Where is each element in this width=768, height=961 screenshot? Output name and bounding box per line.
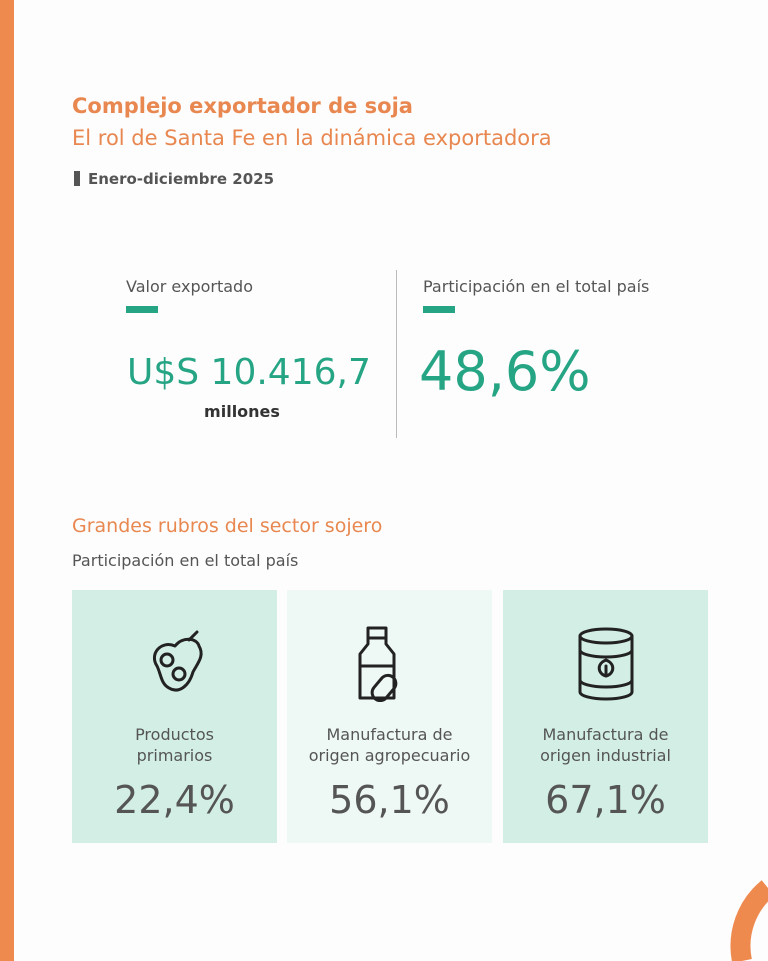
- card-label: Manufactura de origen industrial: [503, 724, 708, 766]
- section-title: Grandes rubros del sector sojero: [72, 515, 383, 537]
- card-label: Manufactura de origen agropecuario: [287, 724, 492, 766]
- subtitle: El rol de Santa Fe en la dinámica export…: [72, 126, 552, 150]
- section-subtitle: Participación en el total país: [72, 551, 299, 570]
- card-value: 67,1%: [545, 778, 666, 822]
- side-bar: [0, 0, 14, 961]
- label-line: primarios: [136, 746, 213, 765]
- label-line: origen agropecuario: [308, 746, 471, 765]
- label-line: origen industrial: [540, 746, 671, 765]
- kpi-label: Valor exportado: [126, 277, 253, 296]
- bottle-icon: [358, 626, 398, 702]
- card-label: Productos primarios: [72, 724, 277, 766]
- label-line: Productos: [135, 725, 214, 744]
- card: Productos primarios 22,4%: [72, 590, 277, 843]
- divider: [396, 270, 397, 438]
- label-line: Manufactura de: [542, 725, 669, 744]
- kpi-label: Participación en el total país: [423, 277, 650, 296]
- barrel-icon: [578, 627, 634, 701]
- kpi-dash: [423, 306, 455, 313]
- label-line: Manufactura de: [326, 725, 453, 744]
- period-marker: [74, 171, 80, 186]
- period: Enero-diciembre 2025: [88, 170, 275, 188]
- card: Manufactura de origen agropecuario 56,1%: [287, 590, 492, 843]
- card: Manufactura de origen industrial 67,1%: [503, 590, 708, 843]
- kpi-unit: millones: [204, 402, 280, 421]
- title: Complejo exportador de soja: [72, 94, 413, 118]
- soy-icon: [152, 630, 203, 692]
- card-value: 56,1%: [329, 778, 450, 822]
- kpi-value: U$S 10.416,7: [127, 352, 371, 393]
- kpi-dash: [126, 306, 158, 313]
- corner-arc: [730, 880, 768, 961]
- kpi-value: 48,6%: [419, 340, 591, 403]
- card-value: 22,4%: [114, 778, 235, 822]
